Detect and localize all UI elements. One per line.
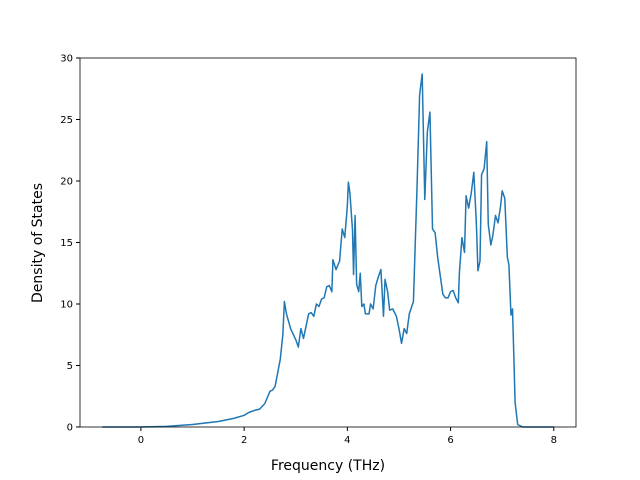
x-axis-label: Frequency (THz) <box>271 458 385 474</box>
y-tick-label: 5 <box>67 361 73 372</box>
y-tick-label: 0 <box>67 423 73 434</box>
y-tick-label: 30 <box>60 54 73 65</box>
line-series <box>102 73 554 428</box>
x-tick-label: 2 <box>241 435 247 446</box>
y-tick-label: 10 <box>60 300 73 311</box>
x-tick-label: 8 <box>551 435 557 446</box>
x-tick-label: 6 <box>447 435 453 446</box>
x-tick-label: 0 <box>138 435 144 446</box>
y-tick-label: 15 <box>60 238 73 249</box>
x-tick-label: 4 <box>344 435 350 446</box>
y-tick-label: 25 <box>60 115 73 126</box>
y-axis-label: Density of States <box>30 183 46 303</box>
y-tick-label: 20 <box>60 177 73 188</box>
plot-frame <box>79 57 577 428</box>
